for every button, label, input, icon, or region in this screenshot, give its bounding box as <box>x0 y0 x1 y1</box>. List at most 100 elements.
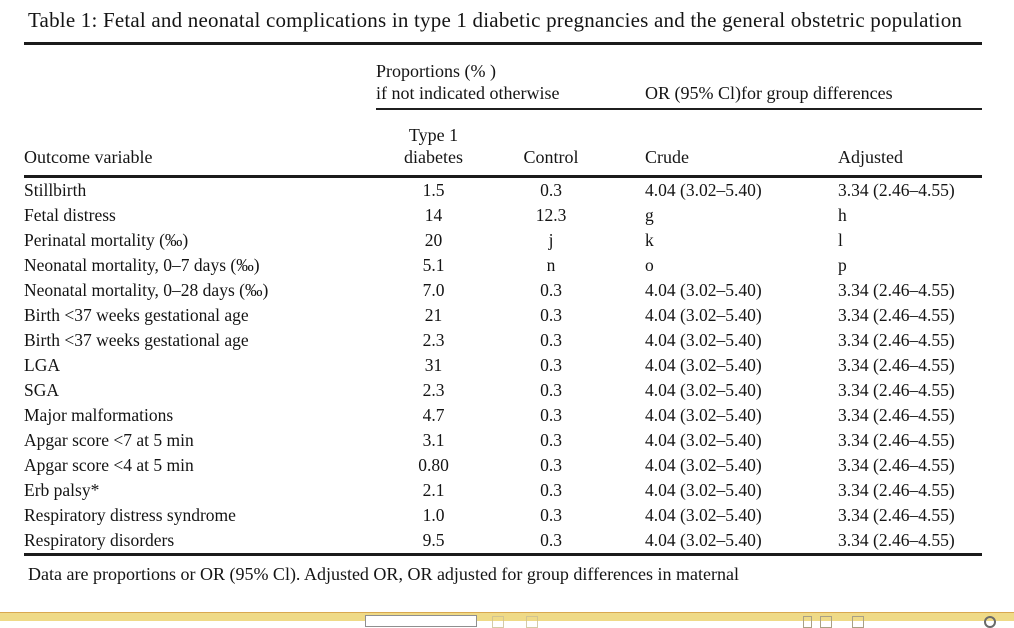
cell-crude-or: 4.04 (3.02–5.40) <box>645 280 762 300</box>
cell-control: 0.3 <box>540 380 562 400</box>
cell-crude-or: 4.04 (3.02–5.40) <box>645 380 762 400</box>
column-header-row: Outcome variable Type 1 diabetes Control … <box>24 109 983 178</box>
cell-adjusted-or: 3.34 (2.46–4.55) <box>838 380 955 400</box>
cell-control: 0.3 <box>491 528 612 556</box>
cell-control: j <box>548 230 554 250</box>
cell-crude-or: k <box>645 230 654 250</box>
cell-control: 0.3 <box>540 180 562 200</box>
cell-type1-diabetes: 1.5 <box>422 180 445 200</box>
cell-adjusted-or: p <box>838 255 847 275</box>
cell-outcome: Perinatal mortality (‰) <box>24 230 189 250</box>
cell-crude-or: 4.04 (3.02–5.40) <box>645 480 762 500</box>
cell-adjusted-or: 3.34 (2.46–4.55) <box>838 305 955 325</box>
cell-crude-or: 4.04 (3.02–5.40) <box>611 528 835 556</box>
cell-adjusted-or: 3.34 (2.46–4.55) <box>838 405 955 425</box>
table-caption: Table 1: Fetal and neonatal complication… <box>28 8 963 32</box>
cell-crude-or: 4.04 (3.02–5.40) <box>645 430 762 450</box>
cell-type1-diabetes: 1.0 <box>422 505 445 525</box>
cell-outcome: SGA <box>24 380 60 400</box>
cell-adjusted-or: 3.34 (2.46–4.55) <box>834 528 983 556</box>
type1-header-line2: diabetes <box>404 147 463 167</box>
cell-control: 0.3 <box>540 505 562 525</box>
table-row: Erb palsy* 2.1 0.3 4.04 (3.02–5.40) 3.34… <box>24 478 982 503</box>
table-row: Birth <37 weeks gestational age 2.3 0.3 … <box>24 328 982 353</box>
cell-adjusted-or: 3.34 (2.46–4.55) <box>838 180 955 200</box>
cell-control: n <box>546 255 556 275</box>
table-row: Respiratory disorders 9.5 0.3 4.04 (3.02… <box>24 528 983 556</box>
cell-type1-diabetes: 2.3 <box>422 380 445 400</box>
cell-outcome: Birth <37 weeks gestational age <box>24 305 249 325</box>
table-row: Stillbirth 1.5 0.3 4.04 (3.02–5.40) 3.34… <box>24 177 982 204</box>
cell-crude-or: 4.04 (3.02–5.40) <box>645 305 762 325</box>
cell-type1-diabetes: 2.1 <box>422 480 445 500</box>
cell-control: 0.3 <box>540 430 562 450</box>
find-option-checkbox[interactable] <box>820 616 832 628</box>
find-option-checkbox[interactable] <box>803 616 812 628</box>
find-toolbar <box>0 612 1014 628</box>
find-next-icon[interactable] <box>526 616 538 628</box>
cell-type1-diabetes: 14 <box>424 205 443 225</box>
cell-control: 0.3 <box>540 305 562 325</box>
cell-crude-or: 4.04 (3.02–5.40) <box>645 505 762 525</box>
cell-adjusted-or: 3.34 (2.46–4.55) <box>838 455 955 475</box>
cell-control: 0.3 <box>540 355 562 375</box>
cell-type1-diabetes: 20 <box>424 230 443 250</box>
cell-control: 0.3 <box>540 480 562 500</box>
type1-header-line1: Type 1 <box>408 125 459 145</box>
column-header-outcome: Outcome variable <box>24 109 376 178</box>
cell-control: 0.3 <box>540 330 562 350</box>
table-row: Birth <37 weeks gestational age 21 0.3 4… <box>24 303 982 328</box>
cell-type1-diabetes: 2.3 <box>422 330 445 350</box>
cell-outcome: Fetal distress <box>24 205 116 225</box>
cell-adjusted-or: 3.34 (2.46–4.55) <box>838 505 955 525</box>
find-previous-icon[interactable] <box>492 616 504 628</box>
table-row: Respiratory distress syndrome 1.0 0.3 4.… <box>24 503 982 528</box>
table-row: Fetal distress 14 12.3 g h <box>24 203 982 228</box>
table-footnote: Data are proportions or OR (95% Cl). Adj… <box>28 564 739 584</box>
cell-control: 0.3 <box>540 280 562 300</box>
find-input[interactable] <box>365 615 477 627</box>
find-option-checkbox[interactable] <box>852 616 864 628</box>
or-group-header: OR (95% Cl)for group differences <box>611 43 983 110</box>
cell-adjusted-or: 3.34 (2.46–4.55) <box>838 280 955 300</box>
cell-type1-diabetes: 9.5 <box>376 528 491 556</box>
cell-type1-diabetes: 7.0 <box>422 280 445 300</box>
cell-adjusted-or: 3.34 (2.46–4.55) <box>838 430 955 450</box>
proportions-header-line2: if not indicated otherwise <box>376 83 560 103</box>
table-row: LGA 31 0.3 4.04 (3.02–5.40) 3.34 (2.46–4… <box>24 353 982 378</box>
cell-crude-or: 4.04 (3.02–5.40) <box>645 455 762 475</box>
cell-type1-diabetes: 31 <box>424 355 443 375</box>
column-header-control: Control <box>491 109 612 178</box>
cell-crude-or: o <box>645 255 654 275</box>
cell-outcome: Major malformations <box>24 405 174 425</box>
cell-outcome: Respiratory disorders <box>24 528 376 556</box>
cell-crude-or: 4.04 (3.02–5.40) <box>645 180 762 200</box>
cell-adjusted-or: 3.34 (2.46–4.55) <box>838 355 955 375</box>
cell-adjusted-or: 3.34 (2.46–4.55) <box>838 480 955 500</box>
cell-outcome: Apgar score <4 at 5 min <box>24 455 194 475</box>
cell-control: 0.3 <box>540 455 562 475</box>
cell-type1-diabetes: 3.1 <box>422 430 445 450</box>
cell-outcome: Neonatal mortality, 0–28 days (‰) <box>24 280 269 300</box>
cell-crude-or: g <box>645 205 654 225</box>
complications-table: Proportions (% ) if not indicated otherw… <box>24 42 983 556</box>
cell-crude-or: 4.04 (3.02–5.40) <box>645 355 762 375</box>
cell-crude-or: 4.04 (3.02–5.40) <box>645 330 762 350</box>
column-header-crude: Crude <box>611 109 835 178</box>
or-header-text: OR (95% Cl)for group differences <box>645 83 893 103</box>
group-header-spacer <box>24 44 376 110</box>
cell-outcome: Neonatal mortality, 0–7 days (‰) <box>24 255 260 275</box>
cell-type1-diabetes: 21 <box>424 305 443 325</box>
table-row: Apgar score <7 at 5 min 3.1 0.3 4.04 (3.… <box>24 428 982 453</box>
cell-outcome: Erb palsy* <box>24 480 100 500</box>
table-row: SGA 2.3 0.3 4.04 (3.02–5.40) 3.34 (2.46–… <box>24 378 982 403</box>
cell-adjusted-or: 3.34 (2.46–4.55) <box>838 330 955 350</box>
cell-crude-or: 4.04 (3.02–5.40) <box>645 405 762 425</box>
cell-outcome: Stillbirth <box>24 180 87 200</box>
cell-outcome: Respiratory distress syndrome <box>24 505 236 525</box>
help-circle-icon[interactable] <box>984 616 996 628</box>
table-row: Neonatal mortality, 0–28 days (‰) 7.0 0.… <box>24 278 982 303</box>
cell-outcome: Apgar score <7 at 5 min <box>24 430 194 450</box>
table-row: Neonatal mortality, 0–7 days (‰) 5.1 n o… <box>24 253 982 278</box>
